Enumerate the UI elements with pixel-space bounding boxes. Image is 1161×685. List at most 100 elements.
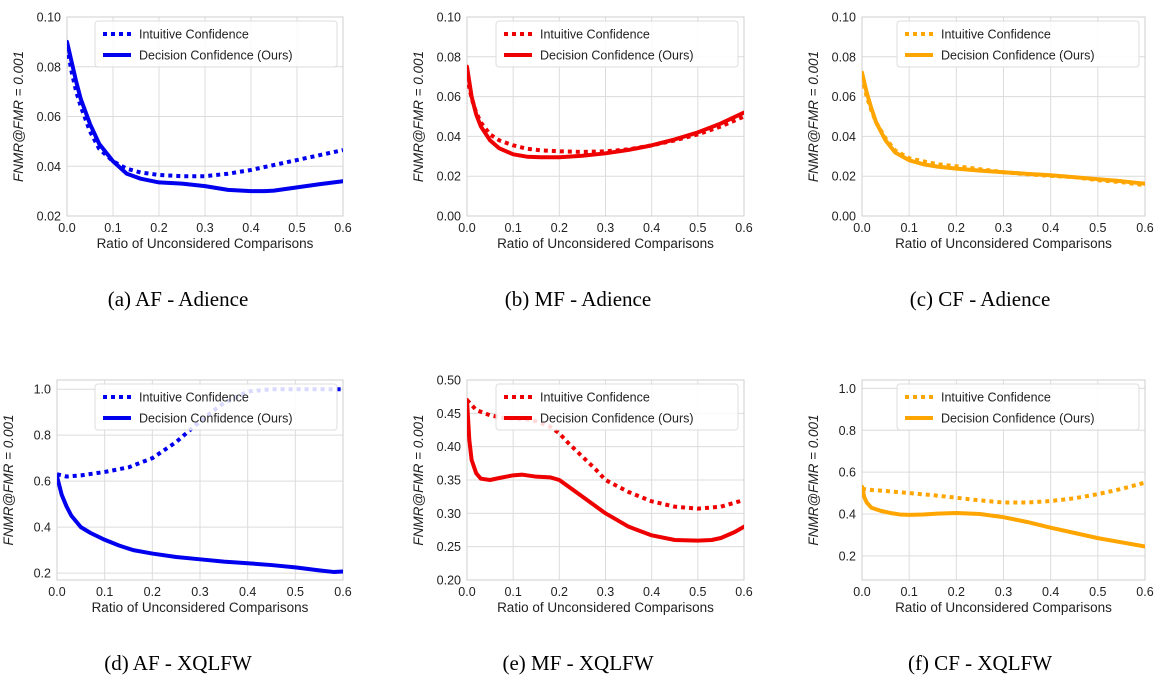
y-tick-label: 0.00: [437, 210, 461, 224]
x-tick-label: 0.3: [191, 585, 208, 599]
x-tick-label: 0.0: [458, 221, 475, 235]
x-tick-label: 0.3: [597, 585, 614, 599]
x-tick-label: 0.1: [900, 221, 917, 235]
subfigure-caption: (e) MF - XQLFW: [502, 651, 653, 675]
series-line-intuitive: [862, 76, 1145, 188]
legend-entry: Decision Confidence (Ours): [540, 49, 694, 63]
y-tick-label: 0.40: [437, 440, 461, 454]
legend: [896, 20, 1140, 68]
y-tick-label: 0.08: [37, 60, 61, 74]
legend-entry: Decision Confidence (Ours): [941, 412, 1095, 426]
x-tick-label: 0.5: [288, 221, 305, 235]
y-tick-label: 0.06: [437, 90, 461, 104]
legend: [94, 383, 338, 431]
legend: [94, 20, 338, 68]
y-axis-label: FNMR@FMR = 0.001: [806, 414, 821, 545]
y-tick-label: 0.6: [34, 475, 51, 489]
y-tick-label: 0.02: [832, 170, 856, 184]
y-tick-label: 0.08: [437, 50, 461, 64]
y-tick-label: 0.8: [839, 424, 856, 438]
legend-entry: Decision Confidence (Ours): [139, 49, 293, 63]
y-tick-label: 0.08: [832, 50, 856, 64]
subfigure-caption: (d) AF - XQLFW: [104, 651, 252, 675]
y-tick-label: 0.10: [437, 11, 461, 25]
plot-frame: [466, 16, 745, 217]
x-tick-label: 0.2: [144, 585, 161, 599]
x-tick-label: 0.6: [1136, 585, 1153, 599]
y-tick-label: 0.6: [839, 466, 856, 480]
y-axis-label: FNMR@FMR = 0.001: [411, 51, 426, 182]
x-tick-label: 0.5: [287, 585, 304, 599]
legend-entry: Intuitive Confidence: [139, 28, 249, 42]
legend-entry: Decision Confidence (Ours): [139, 412, 293, 426]
x-tick-label: 0.2: [948, 221, 965, 235]
y-tick-label: 1.0: [839, 382, 856, 396]
x-tick-label: 0.4: [643, 221, 660, 235]
x-axis-label: Ratio of Unconsidered Comparisons: [497, 600, 714, 615]
chart-panel-5: 0.0 0.1 0.2 0.3 0.4 0.5 0.6 0.2 0.4 0.6 0.8 1.0 Rati…: [806, 379, 1154, 675]
y-tick-label: 0.02: [437, 170, 461, 184]
y-tick-label: 0.35: [437, 474, 461, 488]
y-tick-label: 0.2: [839, 549, 856, 563]
legend: [495, 20, 739, 68]
x-tick-label: 0.5: [1089, 221, 1106, 235]
y-tick-label: 0.2: [34, 567, 51, 581]
y-tick-label: 0.04: [832, 130, 856, 144]
legend-entry: Intuitive Confidence: [540, 391, 650, 405]
y-tick-label: 0.04: [437, 130, 461, 144]
x-tick-label: 0.6: [1136, 221, 1153, 235]
x-tick-label: 0.0: [48, 585, 65, 599]
x-tick-label: 0.2: [551, 221, 568, 235]
series-line-decision: [862, 70, 1145, 186]
y-tick-label: 0.50: [437, 374, 461, 388]
series-line-intuitive: [862, 480, 1145, 505]
x-tick-label: 0.3: [995, 585, 1012, 599]
y-tick-label: 0.10: [832, 11, 856, 25]
chart-panel-0: 0.0 0.1 0.2 0.3 0.4 0.5 0.6 0.02 0.04 0.06 0.08 0.1…: [11, 11, 352, 312]
subfigure-caption: (f) CF - XQLFW: [908, 651, 1052, 675]
y-tick-label: 0.20: [437, 574, 461, 588]
x-tick-label: 0.6: [334, 221, 351, 235]
y-tick-label: 1.0: [34, 383, 51, 397]
x-tick-label: 0.2: [150, 221, 167, 235]
y-tick-label: 0.25: [437, 540, 461, 554]
y-axis-label: FNMR@FMR = 0.001: [1, 414, 16, 545]
x-tick-label: 0.6: [735, 585, 752, 599]
x-tick-label: 0.4: [242, 221, 259, 235]
y-axis-label: FNMR@FMR = 0.001: [11, 51, 26, 182]
subfigure-caption: (c) CF - Adience: [910, 287, 1051, 311]
x-tick-label: 0.1: [504, 221, 521, 235]
y-tick-label: 0.4: [34, 521, 51, 535]
x-tick-label: 0.3: [597, 221, 614, 235]
x-tick-label: 0.0: [853, 585, 870, 599]
y-tick-label: 0.45: [437, 407, 461, 421]
series-line-decision: [862, 484, 1145, 549]
plot-frame: [861, 16, 1146, 217]
x-tick-label: 0.0: [58, 221, 75, 235]
legend-entry: Decision Confidence (Ours): [941, 49, 1095, 63]
x-tick-label: 0.6: [735, 221, 752, 235]
legend-entry: Decision Confidence (Ours): [540, 412, 694, 426]
legend: [896, 383, 1140, 431]
series-line-intuitive: [67, 46, 343, 179]
x-tick-label: 0.0: [458, 585, 475, 599]
y-tick-label: 0.02: [37, 210, 61, 224]
x-tick-label: 0.2: [551, 585, 568, 599]
x-tick-label: 0.1: [104, 221, 121, 235]
x-tick-label: 0.3: [995, 221, 1012, 235]
x-axis-label: Ratio of Unconsidered Comparisons: [97, 236, 314, 251]
x-tick-label: 0.4: [1042, 221, 1059, 235]
x-tick-label: 0.1: [504, 585, 521, 599]
chart-panel-2: 0.0 0.1 0.2 0.3 0.4 0.5 0.6 0.00 0.02 0.04 0.06 0.0…: [806, 11, 1154, 312]
y-tick-label: 0.4: [839, 508, 856, 522]
legend-entry: Intuitive Confidence: [941, 28, 1051, 42]
plot-frame: [66, 16, 344, 217]
x-tick-label: 0.4: [1042, 585, 1059, 599]
y-tick-label: 0.30: [437, 507, 461, 521]
y-tick-label: 0.00: [832, 210, 856, 224]
x-tick-label: 0.1: [96, 585, 113, 599]
series-line-decision: [467, 64, 744, 160]
y-tick-label: 0.10: [37, 11, 61, 25]
y-axis-label: FNMR@FMR = 0.001: [806, 51, 821, 182]
subfigure-caption: (b) MF - Adience: [505, 287, 651, 311]
